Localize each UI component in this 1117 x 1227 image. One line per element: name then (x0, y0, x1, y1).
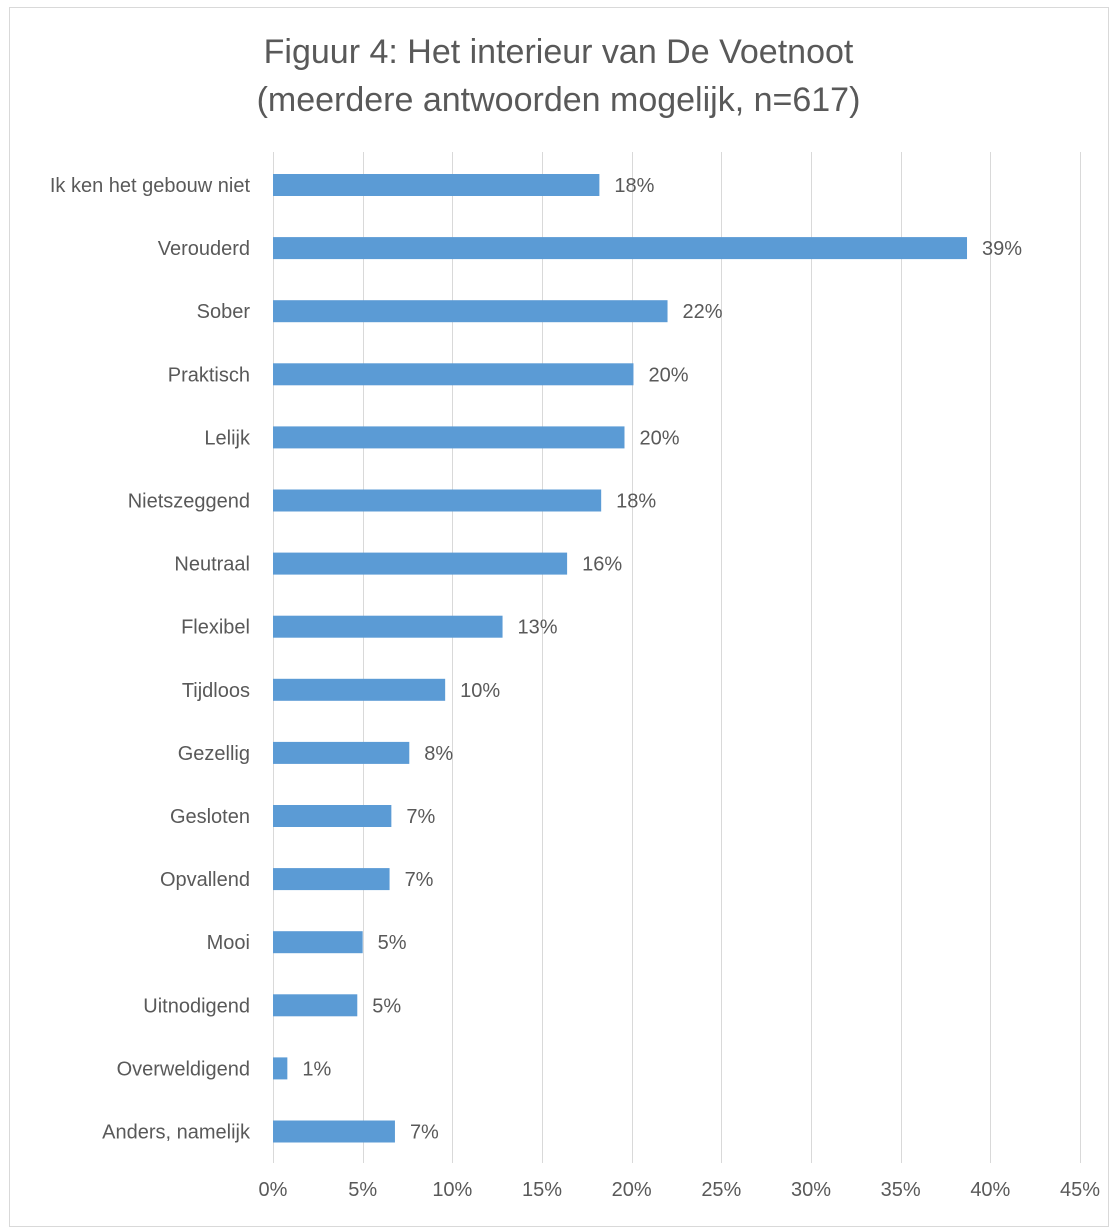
category-label: Uitnodigend (143, 995, 250, 1017)
data-label: 5% (372, 995, 401, 1017)
x-tick-label: 0% (259, 1179, 288, 1201)
chart-title-block: Figuur 4: Het interieur van De Voetnoot … (0, 28, 1117, 124)
x-tick-label: 35% (881, 1179, 921, 1201)
bar (273, 1057, 288, 1080)
bar (273, 615, 503, 638)
data-label: 18% (616, 491, 656, 513)
data-labels: 18% 39% 22% 20% 20% 18% 16% 13% 10% 8% 7% 7% 5% 5% 1% 7… (302, 175, 1022, 1144)
data-label: 20% (639, 427, 679, 449)
category-label: Neutraal (174, 554, 250, 576)
bar (273, 174, 600, 196)
category-label: Mooi (207, 932, 250, 954)
bar (273, 805, 392, 827)
bar (273, 1120, 395, 1143)
bar (273, 678, 446, 701)
category-label: Praktisch (168, 364, 250, 386)
chart-title: Figuur 4: Het interieur van De Voetnoot (263, 33, 854, 71)
data-label: 7% (410, 1122, 439, 1144)
x-tick-label: 25% (701, 1179, 741, 1201)
bar (273, 994, 358, 1017)
category-label: Flexibel (181, 617, 250, 639)
category-labels: Ik ken het gebouw niet Verouderd Sober Prak… (50, 175, 251, 1144)
data-label: 13% (518, 617, 558, 639)
category-label: Anders, namelijk (102, 1122, 251, 1144)
category-label: Sober (197, 301, 251, 323)
data-label: 1% (302, 1058, 331, 1080)
bar (273, 489, 602, 512)
data-label: 8% (424, 743, 453, 765)
x-tick-label: 10% (432, 1179, 472, 1201)
bar (273, 741, 410, 764)
x-axis-tick-labels: 0% 5% 10% 15% 20% 25% 30% 35% 40% 45% (259, 1179, 1101, 1201)
data-label: 22% (683, 301, 723, 323)
data-label: 10% (460, 680, 500, 702)
x-tick-label: 15% (522, 1179, 562, 1201)
data-label: 18% (614, 175, 654, 197)
category-label: Tijdloos (182, 680, 250, 702)
category-label: Ik ken het gebouw niet (50, 175, 251, 197)
x-tick-label: 45% (1060, 1179, 1100, 1201)
data-label: 5% (378, 932, 407, 954)
bar (273, 300, 668, 323)
category-label: Opvallend (160, 869, 250, 891)
data-label: 16% (582, 554, 622, 576)
bar (273, 363, 634, 386)
category-label: Gezellig (178, 743, 250, 765)
category-label: Overweldigend (117, 1058, 250, 1080)
bar (273, 552, 568, 575)
x-tick-label: 40% (970, 1179, 1010, 1201)
data-label: 7% (405, 869, 434, 891)
x-tick-label: 30% (791, 1179, 831, 1201)
x-tick-label: 20% (612, 1179, 652, 1201)
category-label: Nietszeggend (128, 491, 250, 513)
data-label: 39% (982, 238, 1022, 260)
category-label: Gesloten (170, 806, 250, 828)
chart-subtitle: (meerdere antwoorden mogelijk, n=617) (256, 81, 861, 119)
category-label: Lelijk (204, 427, 251, 449)
category-label: Verouderd (158, 238, 250, 260)
bar (273, 426, 625, 449)
chart-frame (9, 7, 1109, 1227)
bar (273, 931, 363, 954)
bars (273, 174, 968, 1143)
bar (273, 868, 390, 891)
data-label: 7% (406, 806, 435, 828)
bar (273, 237, 968, 260)
x-tick-label: 5% (348, 1179, 377, 1201)
data-label: 20% (648, 364, 688, 386)
